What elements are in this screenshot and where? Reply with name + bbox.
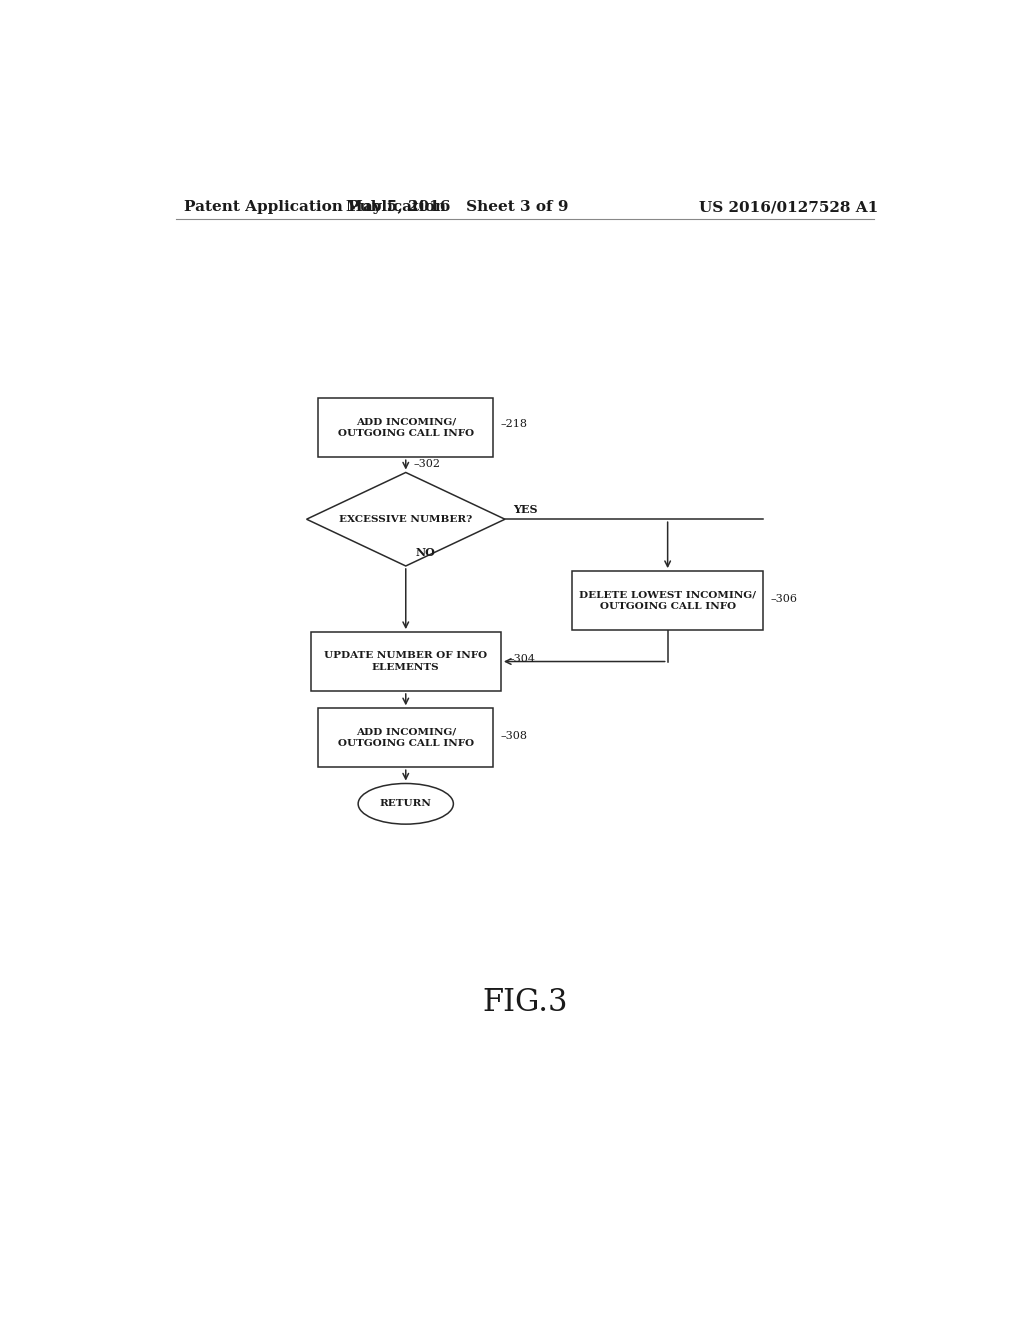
FancyBboxPatch shape xyxy=(310,632,501,690)
Text: RETURN: RETURN xyxy=(380,800,432,808)
Ellipse shape xyxy=(358,784,454,824)
FancyBboxPatch shape xyxy=(318,399,494,457)
Text: DELETE LOWEST INCOMING/
OUTGOING CALL INFO: DELETE LOWEST INCOMING/ OUTGOING CALL IN… xyxy=(580,590,756,611)
Text: US 2016/0127528 A1: US 2016/0127528 A1 xyxy=(699,201,879,214)
Text: YES: YES xyxy=(513,503,538,515)
Text: EXCESSIVE NUMBER?: EXCESSIVE NUMBER? xyxy=(339,515,472,524)
FancyBboxPatch shape xyxy=(572,572,763,630)
Text: ADD INCOMING/
OUTGOING CALL INFO: ADD INCOMING/ OUTGOING CALL INFO xyxy=(338,727,474,748)
Text: –308: –308 xyxy=(501,731,528,741)
Text: NO: NO xyxy=(416,546,435,558)
Text: –306: –306 xyxy=(771,594,798,603)
Text: May 5, 2016   Sheet 3 of 9: May 5, 2016 Sheet 3 of 9 xyxy=(346,201,568,214)
Polygon shape xyxy=(306,473,505,566)
Text: –304: –304 xyxy=(509,655,536,664)
Text: –218: –218 xyxy=(501,418,528,429)
Text: UPDATE NUMBER OF INFO
ELEMENTS: UPDATE NUMBER OF INFO ELEMENTS xyxy=(325,652,487,672)
Text: FIG.3: FIG.3 xyxy=(482,986,567,1018)
Text: ADD INCOMING/
OUTGOING CALL INFO: ADD INCOMING/ OUTGOING CALL INFO xyxy=(338,417,474,438)
FancyBboxPatch shape xyxy=(318,709,494,767)
Text: –302: –302 xyxy=(414,459,440,470)
Text: Patent Application Publication: Patent Application Publication xyxy=(183,201,445,214)
